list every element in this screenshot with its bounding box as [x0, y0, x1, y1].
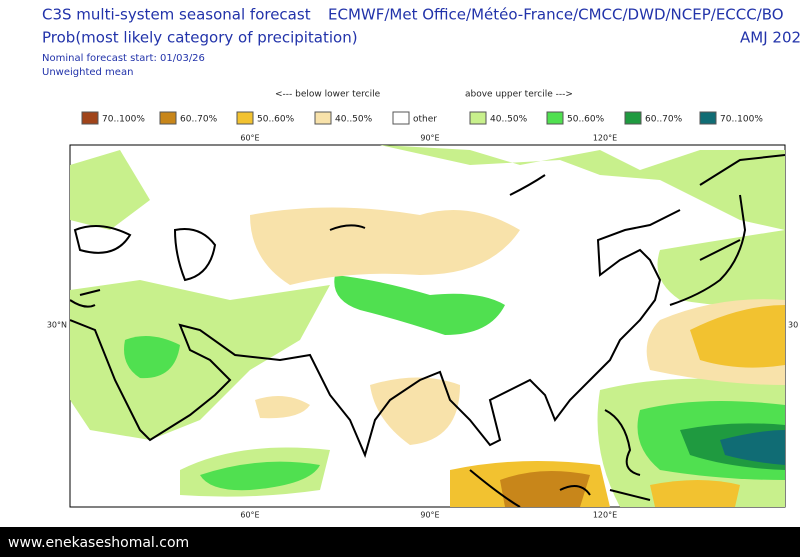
legend-label: 50..60% — [567, 115, 605, 125]
legend-swatch — [236, 111, 254, 125]
lon-label-top: 90°E — [420, 134, 439, 143]
footer-bar — [0, 527, 800, 557]
above-label: above upper tercile ---> — [465, 90, 573, 100]
legend-swatch — [81, 111, 99, 125]
legend-label: 50..60% — [257, 115, 295, 125]
legend-swatch — [159, 111, 177, 125]
below-label: <--- below lower tercile — [275, 90, 381, 100]
map — [69, 144, 786, 508]
centres: ECMWF/Met Office/Météo-France/CMCC/DWD/N… — [328, 6, 784, 24]
coastlines — [70, 154, 785, 507]
footer-site: www.enekaseshomal.com — [8, 535, 189, 551]
lon-label-bottom: 120°E — [593, 511, 617, 520]
method: Unweighted mean — [42, 67, 133, 78]
subtitle: Prob(most likely category of precipitati… — [42, 29, 358, 47]
legend-swatch — [469, 111, 487, 125]
lat-label-right: 30 — [788, 321, 798, 330]
season: AMJ 202 — [740, 29, 800, 47]
lat-label-left: 30°N — [47, 321, 67, 330]
legend-label: 60..70% — [180, 115, 218, 125]
legend-swatch — [392, 111, 410, 125]
legend-label: 40..50% — [335, 115, 373, 125]
lon-label-top: 60°E — [240, 134, 259, 143]
legend-swatch — [699, 111, 717, 125]
lon-label-bottom: 60°E — [240, 511, 259, 520]
legend-swatch — [546, 111, 564, 125]
legend-label: 70..100% — [720, 115, 763, 125]
lon-label-bottom: 90°E — [420, 511, 439, 520]
legend-label: 70..100% — [102, 115, 145, 125]
start-date: Nominal forecast start: 01/03/26 — [42, 53, 205, 64]
legend-swatch — [624, 111, 642, 125]
shading — [70, 145, 785, 507]
title: C3S multi-system seasonal forecast — [42, 6, 311, 24]
legend-label: 60..70% — [645, 115, 683, 125]
lon-label-top: 120°E — [593, 134, 617, 143]
legend-swatch — [314, 111, 332, 125]
legend-label: 40..50% — [490, 115, 528, 125]
legend-label: other — [413, 115, 437, 125]
